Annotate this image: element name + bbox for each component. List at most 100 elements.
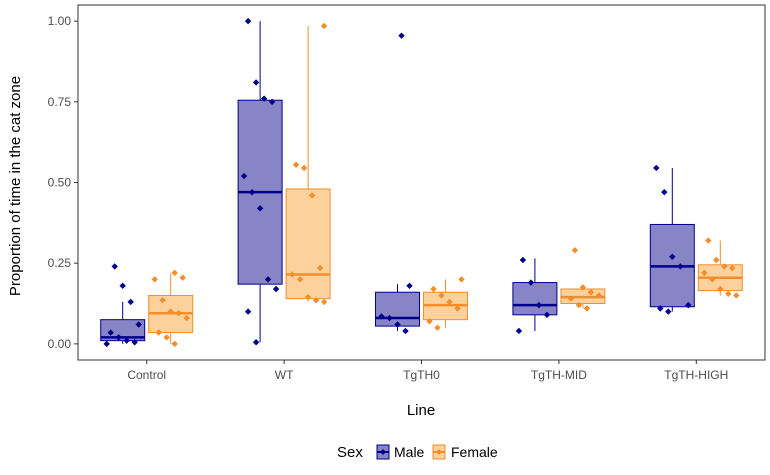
data-point: [430, 285, 437, 293]
data-point: [402, 327, 409, 335]
data-point: [264, 276, 272, 283]
data-point: [575, 301, 583, 309]
box: [512, 282, 558, 316]
data-point: [434, 324, 441, 331]
data-point: [244, 308, 252, 315]
y-tick-label: 0.50: [48, 176, 72, 190]
y-tick-label: 0.00: [48, 337, 72, 351]
data-point: [107, 329, 114, 336]
box: [375, 291, 420, 327]
data-point: [438, 292, 445, 299]
data-point: [567, 295, 575, 302]
data-point: [244, 17, 252, 25]
data-point: [316, 264, 324, 272]
data-point: [595, 292, 603, 299]
data-point: [175, 310, 182, 317]
legend-label-female: Female: [451, 444, 498, 460]
data-point: [709, 276, 716, 283]
legend-point: [436, 449, 442, 455]
legend-key-male: [376, 444, 390, 460]
data-point: [729, 264, 736, 272]
data-point: [115, 334, 122, 341]
data-point: [705, 237, 712, 244]
data-point: [304, 293, 312, 301]
x-tick-label: TgTH-MID: [531, 368, 587, 382]
data-point: [579, 284, 587, 291]
data-point: [571, 247, 579, 254]
series-female: [148, 22, 743, 348]
data-point: [527, 279, 535, 286]
y-axis-title: Proportion of time in the cat zone: [7, 76, 24, 296]
data-point: [248, 188, 256, 196]
data-point: [320, 22, 328, 30]
data-point: [300, 164, 308, 172]
data-point: [535, 301, 543, 309]
data-point: [240, 172, 248, 180]
data-point: [167, 308, 174, 315]
data-point: [515, 327, 523, 335]
data-point: [725, 290, 732, 298]
data-point: [159, 297, 166, 304]
x-axis-title: Line: [407, 402, 435, 419]
data-point: [406, 282, 413, 289]
data-point: [446, 298, 453, 306]
data-point: [171, 340, 178, 348]
data-point: [426, 318, 433, 325]
data-point: [657, 305, 664, 312]
data-point: [733, 292, 740, 299]
data-point: [123, 337, 130, 344]
data-point: [127, 298, 134, 306]
data-point: [171, 269, 178, 277]
data-point: [519, 256, 527, 264]
data-point: [701, 269, 708, 277]
box: [285, 188, 331, 300]
x-tick-label: Control: [127, 368, 166, 382]
legend: Sex Male Female: [337, 444, 498, 461]
plot-panel: [77, 4, 766, 361]
y-tick-label: 0.25: [48, 256, 72, 270]
y-tick-label: 0.75: [48, 95, 72, 109]
legend-label-male: Male: [394, 444, 425, 460]
data-point: [252, 339, 260, 346]
legend-key-female: [432, 444, 446, 460]
data-point: [543, 311, 551, 319]
data-point: [135, 321, 142, 328]
data-point: [587, 289, 595, 296]
data-point: [272, 285, 280, 293]
box: [100, 319, 146, 342]
data-point: [292, 161, 300, 168]
series-male: [100, 17, 695, 348]
data-point: [151, 276, 158, 283]
data-point: [119, 282, 126, 289]
data-point: [677, 263, 684, 270]
legend-title: Sex: [337, 444, 363, 461]
data-point: [665, 308, 672, 315]
data-point: [713, 256, 720, 264]
data-point: [252, 79, 260, 86]
data-point: [685, 301, 692, 309]
data-point: [308, 192, 316, 199]
data-point: [288, 271, 296, 278]
data-point: [256, 205, 264, 212]
data-point: [661, 188, 668, 196]
data-point: [320, 298, 328, 306]
data-point: [183, 314, 190, 322]
x-tick-label: WT: [275, 368, 294, 382]
data-point: [653, 164, 660, 172]
x-tick-label: TgTH0: [403, 368, 440, 382]
data-point: [386, 314, 393, 322]
data-point: [454, 305, 461, 312]
x-axis: Control WT TgTH0 TgTH-MID TgTH-HIGH: [127, 360, 728, 382]
data-point: [583, 305, 591, 312]
data-point: [669, 253, 676, 260]
data-point: [398, 32, 405, 39]
x-tick-label: TgTH-HIGH: [664, 368, 728, 382]
data-point: [268, 98, 276, 106]
data-point: [163, 334, 170, 341]
data-point: [103, 340, 110, 348]
y-axis: 0.00 0.25 0.50 0.75 1.00: [48, 14, 78, 351]
data-point: [458, 276, 465, 283]
data-point: [394, 321, 401, 328]
